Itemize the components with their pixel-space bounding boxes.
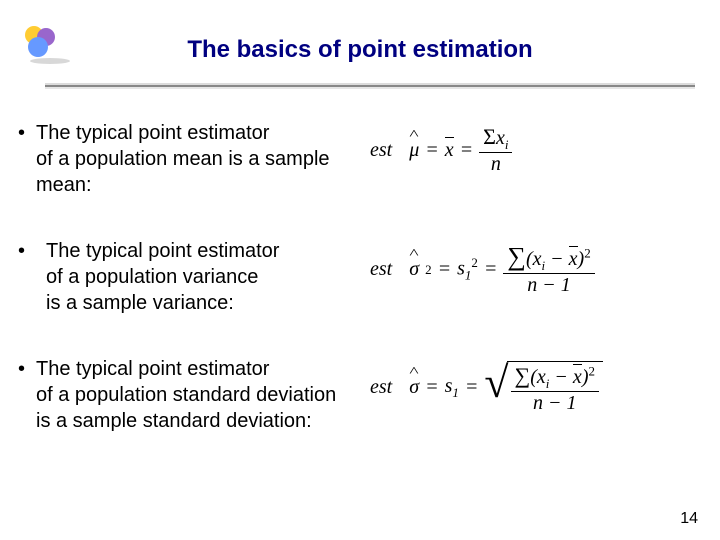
est-label: est <box>370 139 392 162</box>
formula-block: est σ2 = s12 = ∑(xi − x)2 n − 1 <box>370 238 700 296</box>
equals: = <box>484 258 498 281</box>
denominator: n − 1 <box>523 274 575 296</box>
est-label: est <box>370 376 392 399</box>
equals: = <box>465 376 479 399</box>
numerator: ∑(xi − x)2 <box>511 364 599 392</box>
formula-stddev: est σ = s1 = √ ∑(xi − x)2 n − 1 <box>370 361 700 414</box>
x-bar: x <box>573 366 582 388</box>
numerator: ∑(xi − x)2 <box>503 243 594 274</box>
denominator: n − 1 <box>529 392 581 414</box>
title-divider <box>45 76 695 82</box>
bullet-row: •The typical point estimatorof a populat… <box>0 238 720 316</box>
equals: = <box>425 139 439 162</box>
s1: s1 <box>445 375 459 401</box>
s1-squared: s12 <box>457 255 478 284</box>
mu-hat: μ <box>409 139 419 162</box>
formula-block: est σ = s1 = √ ∑(xi − x)2 n − 1 <box>370 356 700 414</box>
bullet-text-block: •The typical point estimatorof a populat… <box>0 356 370 434</box>
equals: = <box>460 139 474 162</box>
numerator: Σxi <box>479 125 512 153</box>
est-label: est <box>370 258 392 281</box>
slide-title: The basics of point estimation <box>0 36 720 64</box>
fraction: ∑(xi − x)2 n − 1 <box>503 243 594 296</box>
x-bar: x <box>445 139 454 162</box>
bullet-dot: • <box>18 238 36 264</box>
bullet-row: •The typical point estimatorof a populat… <box>0 356 720 434</box>
formula-mean: est μ = x = Σxi n <box>370 125 700 175</box>
bullet-dot: • <box>18 356 36 382</box>
slide-header: The basics of point estimation <box>0 0 720 90</box>
sigma-hat: σ <box>409 376 419 399</box>
fraction: ∑(xi − x)2 n − 1 <box>511 364 599 414</box>
x-bar: x <box>569 248 578 270</box>
equals: = <box>425 376 439 399</box>
sigma-icon: ∑ <box>515 363 531 388</box>
bullet-text-block: •The typical point estimatorof a populat… <box>0 238 370 316</box>
bullet-text: The typical point estimatorof a populati… <box>36 356 366 434</box>
bullet-text-block: •The typical point estimatorof a populat… <box>0 120 370 198</box>
page-number: 14 <box>680 510 698 528</box>
fraction: Σxi n <box>479 125 512 175</box>
sqrt-body: ∑(xi − x)2 n − 1 <box>507 361 603 414</box>
bullet-row: •The typical point estimatorof a populat… <box>0 120 720 198</box>
formula-variance: est σ2 = s12 = ∑(xi − x)2 n − 1 <box>370 243 700 296</box>
sigma-hat: σ <box>409 258 419 281</box>
equals: = <box>438 258 452 281</box>
sqrt: √ ∑(xi − x)2 n − 1 <box>484 361 603 414</box>
slide-content: •The typical point estimatorof a populat… <box>0 120 720 434</box>
bullet-text: The typical point estimatorof a populati… <box>36 120 366 198</box>
bullet-text: The typical point estimatorof a populati… <box>36 238 356 316</box>
bullet-dot: • <box>18 120 36 146</box>
formula-block: est μ = x = Σxi n <box>370 120 700 175</box>
sqrt-icon: √ <box>484 361 508 414</box>
sigma-icon: ∑ <box>507 242 526 271</box>
sigma-icon: Σ <box>483 124 496 149</box>
denominator: n <box>487 153 505 175</box>
